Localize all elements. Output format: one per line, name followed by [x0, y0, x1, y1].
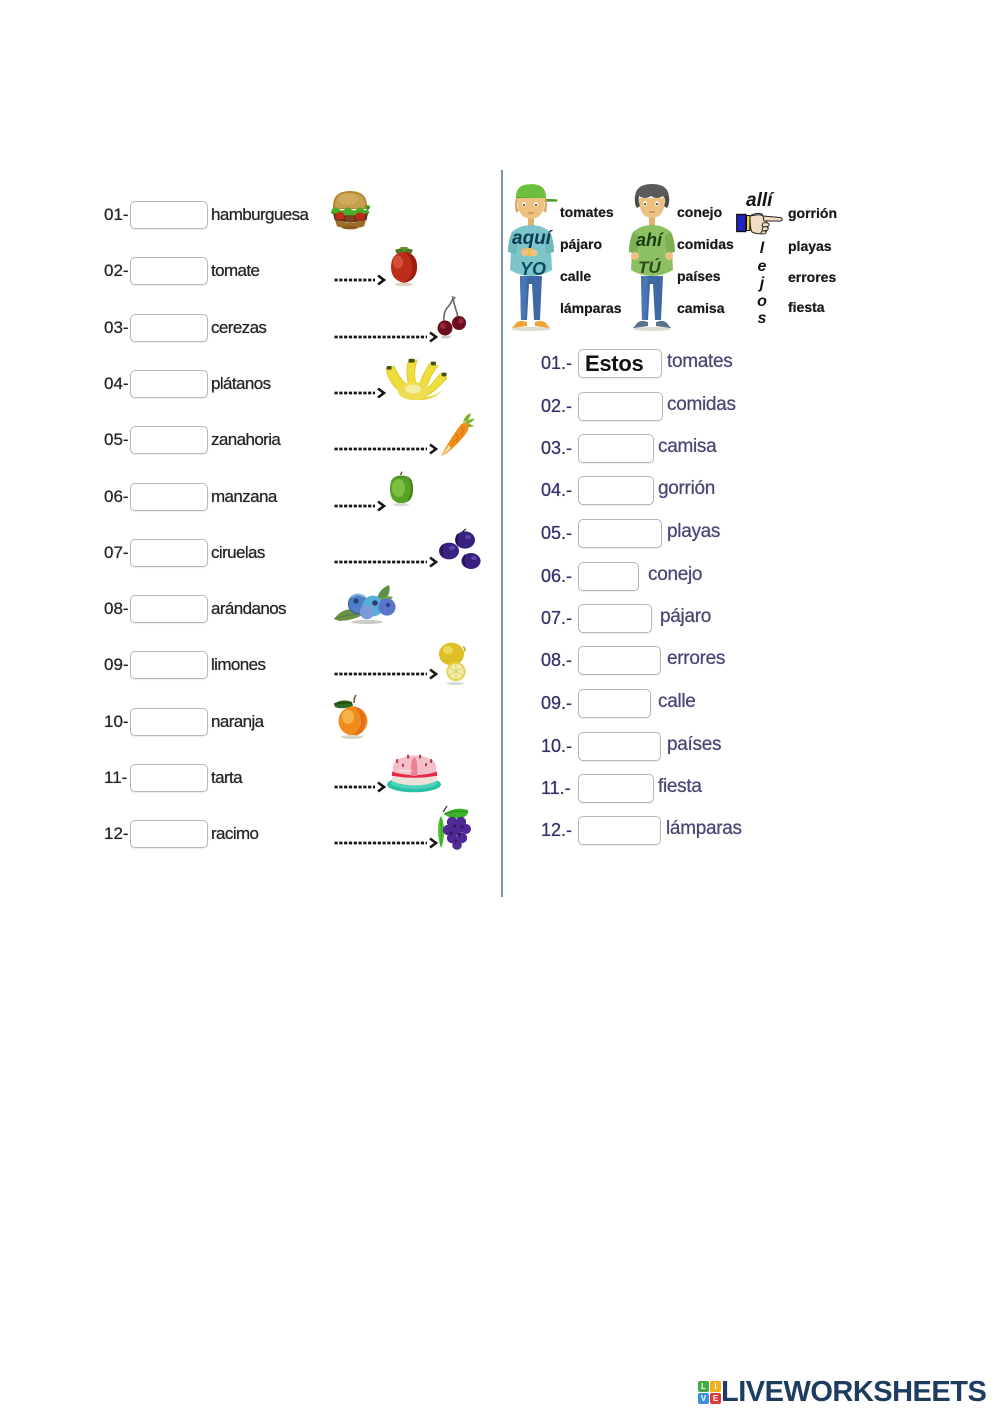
- svg-text:aquí: aquí: [512, 228, 554, 249]
- svg-text:TÚ: TÚ: [638, 258, 661, 277]
- svg-text:YO: YO: [520, 259, 546, 279]
- svg-text:ahí: ahí: [636, 230, 664, 250]
